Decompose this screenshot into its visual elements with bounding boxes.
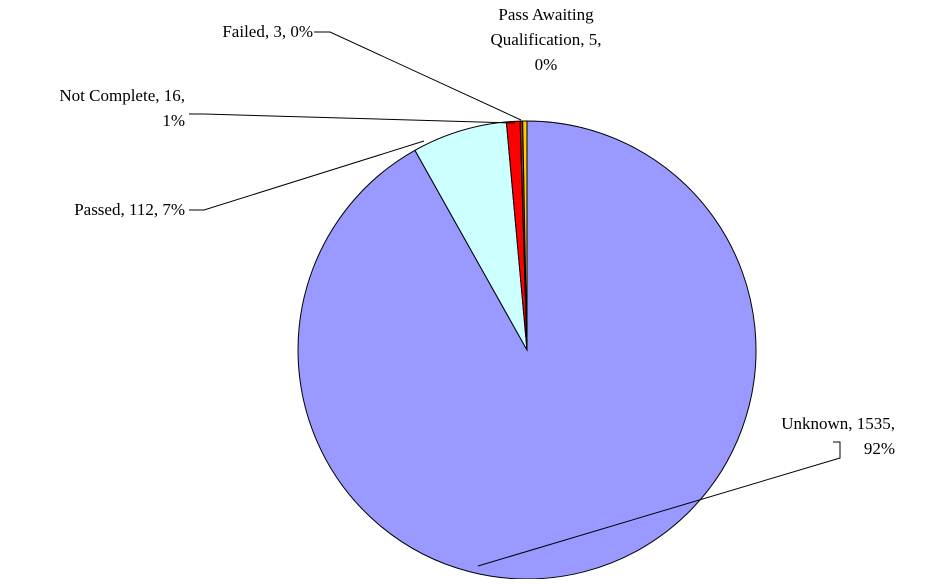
data-label-line: Passed, 112, 7%: [74, 200, 185, 219]
leader-lines-layer: [189, 31, 841, 567]
data-label-pass-awaiting-qualification: Pass Awaiting Qualification, 5, 0%: [491, 5, 602, 74]
data-label-line: Pass Awaiting: [498, 5, 594, 24]
pie-slice-pass-awaiting-qualification: [522, 120, 528, 351]
data-label-not-complete: Not Complete, 16, 1%: [59, 86, 185, 130]
leader-line-not-complete: [189, 113, 516, 124]
data-label-line: Qualification, 5,: [491, 30, 602, 49]
slices-layer: [297, 120, 757, 580]
leader-line-unknown: [477, 441, 841, 567]
data-label-failed: Failed, 3, 0%: [222, 22, 313, 41]
data-label-line: 0%: [535, 55, 558, 74]
data-label-line: 92%: [864, 439, 895, 458]
leader-line-failed: [314, 31, 522, 121]
data-label-line: Not Complete, 16,: [59, 86, 185, 105]
labels-layer: Unknown, 1535, 92% Passed, 112, 7% Not Comp…: [59, 5, 895, 458]
data-label-line: Unknown, 1535,: [781, 414, 895, 433]
data-label-unknown: Unknown, 1535, 92%: [781, 414, 895, 458]
data-label-line: Failed, 3, 0%: [222, 22, 313, 41]
leader-line-passed: [189, 140, 425, 211]
data-label-passed: Passed, 112, 7%: [74, 200, 185, 219]
data-label-line: 1%: [162, 111, 185, 130]
